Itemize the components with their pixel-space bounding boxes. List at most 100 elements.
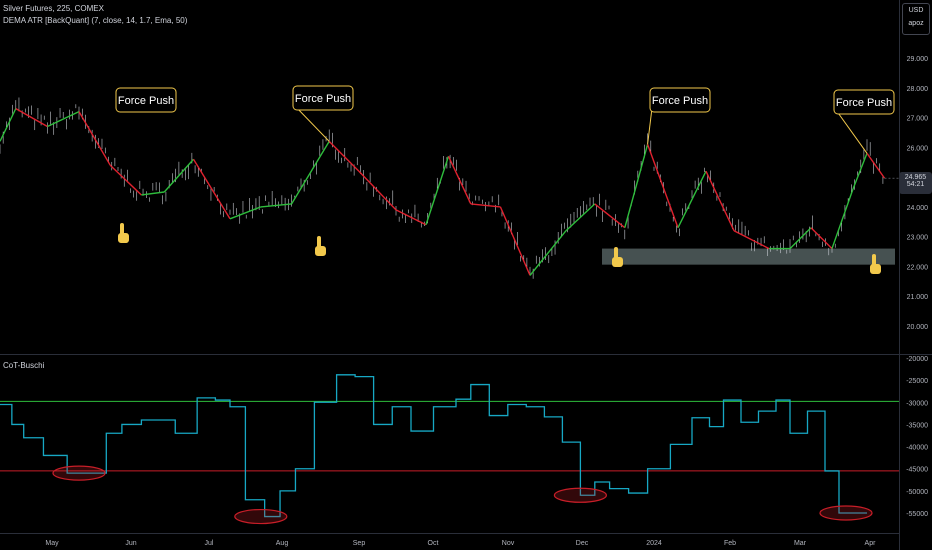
time-tick-label: Nov xyxy=(502,540,515,547)
time-tick-label: Jul xyxy=(205,540,214,547)
hand-pointer-icon xyxy=(315,236,326,256)
dema-segment xyxy=(328,140,360,172)
cot-series-line xyxy=(0,374,867,518)
callout-label: Force Push xyxy=(836,97,892,109)
dema-segment xyxy=(395,209,427,226)
callout-box xyxy=(115,87,177,113)
price-tick-label: 26.000 xyxy=(907,145,929,152)
last-price-label: 24.965 54:21 xyxy=(899,172,932,194)
cot-tick-label: -40000 xyxy=(906,445,928,452)
hand-palm xyxy=(612,257,623,267)
time-tick-label: 2024 xyxy=(646,540,662,547)
dema-segment xyxy=(831,188,854,249)
lower-pane-title: CoT-Buschi xyxy=(3,361,45,370)
hand-finger xyxy=(317,236,321,248)
dema-segment xyxy=(15,108,48,128)
dema-segment xyxy=(358,170,397,211)
hand-palm xyxy=(118,233,129,243)
low-highlight-ellipse xyxy=(52,465,106,481)
dema-segment xyxy=(0,108,17,142)
dema-segment xyxy=(677,170,707,229)
hand-finger xyxy=(614,247,618,259)
dema-segment xyxy=(141,191,165,196)
bar-countdown: 54:21 xyxy=(906,181,925,188)
currency-unit-button[interactable]: USD apoz xyxy=(902,3,930,35)
callout-box xyxy=(292,85,354,111)
hand-palm xyxy=(315,246,326,256)
dema-segment xyxy=(425,156,450,225)
hand-pointer-icon xyxy=(118,223,129,243)
callout-box xyxy=(649,87,711,113)
low-highlight-ellipse xyxy=(819,505,873,521)
hand-pointer-icon xyxy=(870,254,881,274)
dema-segment xyxy=(260,203,292,208)
time-tick-label: Aug xyxy=(276,540,289,547)
hand-palm xyxy=(870,264,881,274)
dema-segment xyxy=(646,144,679,228)
dema-segment xyxy=(163,158,195,193)
callout-leader xyxy=(294,105,330,142)
time-tick-label: Mar xyxy=(794,540,807,547)
callout-label: Force Push xyxy=(295,93,351,105)
currency-label: USD xyxy=(908,7,924,14)
support-zone xyxy=(602,248,895,265)
dema-segment xyxy=(733,230,770,250)
cot-pane xyxy=(0,374,899,525)
hand-pointer-icon xyxy=(612,247,623,267)
time-tick-label: May xyxy=(45,540,59,547)
time-tick-label: Jun xyxy=(125,540,136,547)
dema-segment xyxy=(109,164,142,196)
dema-segment xyxy=(78,111,111,166)
dema-segment xyxy=(447,155,472,205)
time-tick-label: Apr xyxy=(865,540,877,547)
time-tick-label: Oct xyxy=(428,540,439,547)
time-tick-label: Dec xyxy=(576,540,589,547)
cot-tick-label: -55000 xyxy=(906,511,928,518)
cot-tick-label: -30000 xyxy=(906,400,928,407)
price-tick-label: 22.000 xyxy=(907,264,929,271)
dema-segment xyxy=(291,141,330,205)
dema-segment xyxy=(705,170,735,232)
cot-tick-label: -50000 xyxy=(906,489,928,496)
dema-segment xyxy=(866,152,886,179)
cot-tick-label: -45000 xyxy=(906,467,928,474)
dema-segment xyxy=(810,227,833,250)
cot-tick-label: -35000 xyxy=(906,422,928,429)
user-label: apoz xyxy=(908,20,924,27)
price-pane xyxy=(0,97,899,279)
dema-segment xyxy=(229,206,262,220)
hand-finger xyxy=(872,254,876,266)
price-tick-label: 27.000 xyxy=(907,116,929,123)
callout-label: Force Push xyxy=(652,95,708,107)
price-tick-label: 20.000 xyxy=(907,324,929,331)
dema-segment xyxy=(594,203,626,229)
dema-segment xyxy=(789,227,812,250)
price-tick-label: 29.000 xyxy=(907,56,929,63)
last-price-value: 24.965 xyxy=(904,174,927,181)
price-tick-label: 21.000 xyxy=(907,294,929,301)
price-tick-label: 28.000 xyxy=(907,86,929,93)
hand-finger xyxy=(120,223,124,235)
dema-segment xyxy=(499,206,531,276)
time-tick-label: Sep xyxy=(353,540,366,547)
symbol-title: Silver Futures, 225, COMEX xyxy=(3,4,104,13)
annotation-layer: Force Push Force Push Force Push Force Push xyxy=(115,85,895,274)
callout-leader xyxy=(835,109,868,154)
time-tick-label: Feb xyxy=(724,540,736,547)
callout-label: Force Push xyxy=(118,95,174,107)
dema-segment xyxy=(852,153,868,190)
dema-segment xyxy=(529,230,567,276)
cot-tick-label: -25000 xyxy=(906,378,928,385)
price-tick-label: 23.000 xyxy=(907,235,929,242)
dema-segment xyxy=(192,158,231,220)
dema-segment xyxy=(47,110,80,128)
price-tick-label: 24.000 xyxy=(907,205,929,212)
indicator-title: DEMA ATR [BackQuant] (7, close, 14, 1.7,… xyxy=(3,16,188,25)
low-highlight-ellipse xyxy=(234,508,288,525)
cot-tick-label: -20000 xyxy=(906,356,928,363)
dema-segment xyxy=(565,203,596,232)
callout-leader xyxy=(647,107,653,145)
